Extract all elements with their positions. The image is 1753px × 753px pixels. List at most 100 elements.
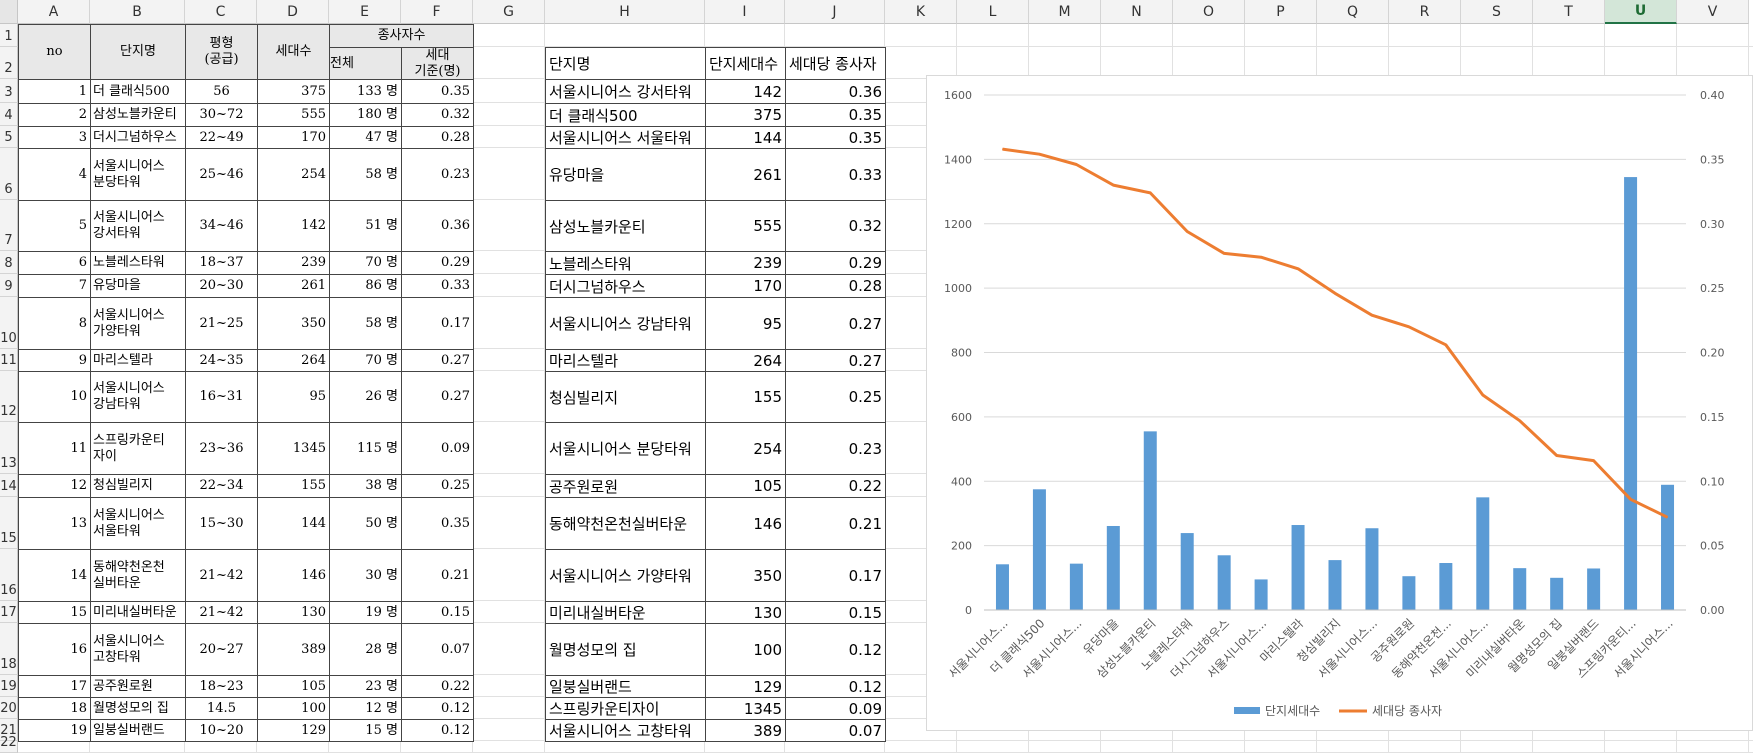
rt-cell-households[interactable]: 146 [705, 497, 786, 550]
cell-no[interactable]: 11 [18, 422, 91, 475]
rt-cell-households[interactable]: 95 [705, 297, 786, 350]
cell-no[interactable]: 4 [18, 148, 91, 201]
cell-size[interactable]: 21~42 [185, 601, 258, 624]
combo-chart[interactable]: 0 200 400 600 800 1000 1200 1400 1600 0.00 0.05 0.1… [926, 75, 1753, 731]
cell-no[interactable]: 1 [18, 79, 91, 104]
cell-households[interactable]: 1345 [257, 422, 330, 475]
column-header-f[interactable]: F [401, 0, 473, 24]
cell-name[interactable]: 서울시니어스 서울타워 [90, 497, 186, 550]
cell-size[interactable]: 25~46 [185, 148, 258, 201]
cell-name[interactable]: 서울시니어스 강남타워 [90, 371, 186, 423]
cell-no[interactable]: 5 [18, 200, 91, 252]
cell-no[interactable]: 7 [18, 274, 91, 298]
cell-per[interactable]: 0.17 [401, 297, 474, 350]
cell-name[interactable]: 마리스텔라 [90, 349, 186, 372]
cell-name[interactable]: 공주원로원 [90, 675, 186, 698]
cell-households[interactable]: 105 [257, 675, 330, 698]
header-name[interactable]: 단지명 [90, 24, 186, 80]
cell-staff[interactable]: 47 명 [329, 126, 402, 149]
cell-staff[interactable]: 58 명 [329, 148, 402, 201]
rt-cell-name[interactable]: 삼성노블카운티 [545, 200, 706, 252]
cell-name[interactable]: 서울시니어스 고창타워 [90, 623, 186, 676]
cell-no[interactable]: 12 [18, 474, 91, 498]
column-header-j[interactable]: J [785, 0, 885, 24]
rt-cell-per[interactable]: 0.17 [785, 549, 886, 602]
cell-households[interactable]: 261 [257, 274, 330, 298]
row-header-4[interactable]: 4 [0, 103, 18, 126]
row-header-15[interactable]: 15 [0, 497, 18, 549]
rt-cell-name[interactable]: 더시그넘하우스 [545, 274, 706, 298]
cell-name[interactable]: 서울시니어스 가양타워 [90, 297, 186, 350]
cell-per[interactable]: 0.27 [401, 371, 474, 423]
rt-cell-households[interactable]: 555 [705, 200, 786, 252]
cell-size[interactable]: 14.5 [185, 697, 258, 720]
cell-no[interactable]: 8 [18, 297, 91, 350]
cell-staff[interactable]: 58 명 [329, 297, 402, 350]
row-header-6[interactable]: 6 [0, 148, 18, 200]
cell-no[interactable]: 10 [18, 371, 91, 423]
rt-cell-per[interactable]: 0.25 [785, 371, 886, 423]
cell-no[interactable]: 14 [18, 549, 91, 602]
rt-cell-name[interactable]: 서울시니어스 고창타워 [545, 719, 706, 742]
cell-no[interactable]: 17 [18, 675, 91, 698]
cell-no[interactable]: 19 [18, 719, 91, 742]
cell-size[interactable]: 22~49 [185, 126, 258, 149]
row-header-11[interactable]: 11 [0, 349, 18, 371]
cell-size[interactable]: 21~25 [185, 297, 258, 350]
column-header-s[interactable]: S [1461, 0, 1533, 24]
cell-size[interactable]: 23~36 [185, 422, 258, 475]
cell-name[interactable]: 월명성모의 집 [90, 697, 186, 720]
rt-cell-per[interactable]: 0.28 [785, 274, 886, 298]
rt-cell-per[interactable]: 0.35 [785, 126, 886, 149]
cell-households[interactable]: 239 [257, 251, 330, 275]
row-header-2[interactable]: 2 [0, 47, 18, 79]
column-header-c[interactable]: C [185, 0, 257, 24]
column-header-p[interactable]: P [1245, 0, 1317, 24]
cell-name[interactable]: 미리내실버타운 [90, 601, 186, 624]
cell-size[interactable]: 18~37 [185, 251, 258, 275]
column-header-i[interactable]: I [705, 0, 785, 24]
rt-cell-per[interactable]: 0.12 [785, 623, 886, 676]
cell-households[interactable]: 129 [257, 719, 330, 742]
rt-cell-per[interactable]: 0.12 [785, 675, 886, 698]
cell-no[interactable]: 9 [18, 349, 91, 372]
rt-cell-households[interactable]: 375 [705, 103, 786, 127]
cell-size[interactable]: 20~30 [185, 274, 258, 298]
cell-size[interactable]: 34~46 [185, 200, 258, 252]
row-header-7[interactable]: 7 [0, 200, 18, 251]
cell-per[interactable]: 0.28 [401, 126, 474, 149]
column-header-n[interactable]: N [1101, 0, 1173, 24]
column-header-t[interactable]: T [1533, 0, 1605, 24]
header-households[interactable]: 세대수 [257, 24, 330, 80]
column-header-h[interactable]: H [545, 0, 705, 24]
cell-no[interactable]: 16 [18, 623, 91, 676]
cell-staff[interactable]: 70 명 [329, 349, 402, 372]
cell-staff[interactable]: 28 명 [329, 623, 402, 676]
cell-households[interactable]: 100 [257, 697, 330, 720]
rt-cell-name[interactable]: 서울시니어스 강서타워 [545, 79, 706, 104]
rt-cell-name[interactable]: 마리스텔라 [545, 349, 706, 372]
cell-households[interactable]: 155 [257, 474, 330, 498]
column-header-k[interactable]: K [885, 0, 957, 24]
row-header-22[interactable]: 22 [0, 735, 18, 753]
cell-staff[interactable]: 38 명 [329, 474, 402, 498]
row-header-17[interactable]: 17 [0, 601, 18, 623]
row-header-18[interactable]: 18 [0, 623, 18, 675]
cell-households[interactable]: 144 [257, 497, 330, 550]
row-header-5[interactable]: 5 [0, 126, 18, 148]
column-header-m[interactable]: M [1029, 0, 1101, 24]
cell-name[interactable]: 더시그넘하우스 [90, 126, 186, 149]
cell-per[interactable]: 0.12 [401, 697, 474, 720]
cell-per[interactable]: 0.32 [401, 103, 474, 127]
row-header-12[interactable]: 12 [0, 371, 18, 422]
cell-staff[interactable]: 23 명 [329, 675, 402, 698]
cell-size[interactable]: 24~35 [185, 349, 258, 372]
cell-households[interactable]: 146 [257, 549, 330, 602]
rt-cell-per[interactable]: 0.33 [785, 148, 886, 201]
rt-cell-households[interactable]: 239 [705, 251, 786, 275]
rt-cell-households[interactable]: 130 [705, 601, 786, 624]
cell-households[interactable]: 389 [257, 623, 330, 676]
cell-staff[interactable]: 133 명 [329, 79, 402, 104]
cell-staff[interactable]: 51 명 [329, 200, 402, 252]
cell-per[interactable]: 0.12 [401, 719, 474, 742]
